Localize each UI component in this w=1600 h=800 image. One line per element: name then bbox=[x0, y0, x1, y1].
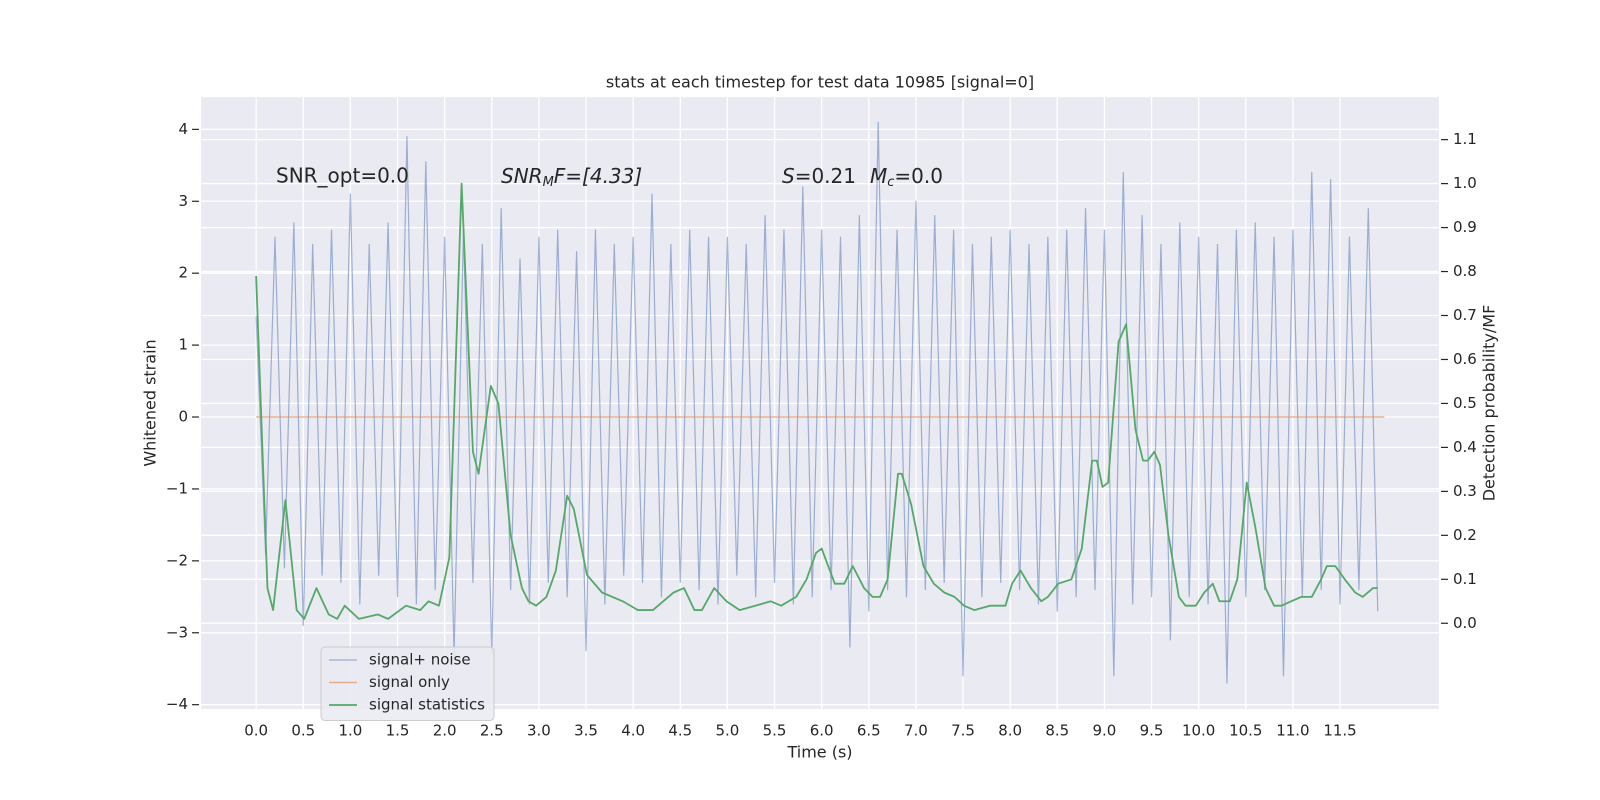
y2-tick-label: 0.9 bbox=[1453, 218, 1477, 236]
x-tick-label: 11.5 bbox=[1323, 722, 1356, 740]
y-tick-label: −1 bbox=[166, 479, 188, 497]
x-tick-label: 2.5 bbox=[480, 722, 504, 740]
annotation-part: S bbox=[782, 164, 795, 188]
annotation-part: =0.21 bbox=[795, 164, 856, 188]
x-tick-label: 6.5 bbox=[857, 722, 881, 740]
y2-tick-label: 0.3 bbox=[1453, 482, 1477, 500]
x-tick-label: 3.5 bbox=[574, 722, 598, 740]
y-tick-label: 0 bbox=[178, 408, 188, 426]
annotation-part: =0.0 bbox=[894, 164, 943, 188]
y-tick-label: 3 bbox=[178, 192, 188, 210]
y-tick-label: −4 bbox=[166, 695, 188, 713]
legend-label: signal statistics bbox=[369, 696, 485, 714]
y-tick-label: −2 bbox=[166, 551, 188, 569]
legend-label: signal+ noise bbox=[369, 651, 471, 669]
y2-axis-label: Detection probability/MF bbox=[1480, 305, 1499, 502]
annotation-part: M bbox=[870, 164, 887, 188]
annotation-part: SNR bbox=[501, 164, 543, 188]
y2-tick-label: 0.4 bbox=[1453, 438, 1477, 456]
y2-tick-label: 0.7 bbox=[1453, 306, 1477, 324]
y2-tick-label: 1.0 bbox=[1453, 174, 1477, 192]
y2-tick-label: 0.2 bbox=[1453, 526, 1477, 544]
x-tick-label: 4.0 bbox=[621, 722, 645, 740]
y-tick-label: 2 bbox=[178, 264, 188, 282]
x-tick-label: 8.5 bbox=[1045, 722, 1069, 740]
y2-tick-label: 0.5 bbox=[1453, 394, 1477, 412]
y2-tick-label: 0.8 bbox=[1453, 262, 1477, 280]
y-tick-label: −3 bbox=[166, 623, 188, 641]
annotation-part: F=[4.33] bbox=[554, 164, 642, 188]
chart-title: stats at each timestep for test data 109… bbox=[606, 73, 1034, 92]
y2-tick-label: 0.6 bbox=[1453, 350, 1477, 368]
x-axis-label: Time (s) bbox=[786, 743, 852, 762]
annotation: SNR_opt=0.0 bbox=[276, 164, 409, 188]
x-tick-label: 4.5 bbox=[668, 722, 692, 740]
legend-label: signal only bbox=[369, 673, 450, 691]
annotation: SNRMF=[4.33] bbox=[501, 164, 642, 190]
x-tick-label: 8.0 bbox=[998, 722, 1022, 740]
x-tick-label: 9.5 bbox=[1140, 722, 1164, 740]
x-tick-label: 9.0 bbox=[1092, 722, 1116, 740]
y-axis-label: Whitened strain bbox=[141, 339, 160, 466]
labels: 0.0 0.5 1.0 1.5 2.0 2.5 3.0 3.5 4.0 4.5 5.0 5.5 6.0 6… bbox=[166, 120, 1477, 740]
x-tick-label: 0.5 bbox=[291, 722, 315, 740]
x-tick-label: 10.5 bbox=[1229, 722, 1262, 740]
legend-box bbox=[320, 646, 495, 721]
x-tick-label: 5.0 bbox=[715, 722, 739, 740]
annotation-part: M bbox=[543, 175, 554, 190]
y2-tick-label: 0.0 bbox=[1453, 614, 1477, 632]
annotation-part: c bbox=[887, 175, 894, 190]
series-line bbox=[255, 182, 1378, 620]
x-tick-label: 11.0 bbox=[1276, 722, 1309, 740]
legend: signal+ noise signal only signal statistic… bbox=[320, 646, 495, 721]
marks bbox=[255, 121, 1385, 684]
y-tick-label: 4 bbox=[178, 120, 188, 138]
x-tick-label: 3.0 bbox=[527, 722, 551, 740]
series-line bbox=[255, 121, 1379, 684]
x-tick-label: 7.5 bbox=[951, 722, 975, 740]
y-tick-label: 1 bbox=[178, 336, 188, 354]
x-tick-label: 0.0 bbox=[244, 722, 268, 740]
annotation: S=0.21 Mc=0.0 bbox=[782, 164, 943, 190]
x-tick-label: 5.5 bbox=[763, 722, 787, 740]
y2-tick-label: 1.1 bbox=[1453, 130, 1477, 148]
x-tick-label: 2.0 bbox=[433, 722, 457, 740]
x-tick-label: 7.0 bbox=[904, 722, 928, 740]
x-tick-label: 1.0 bbox=[338, 722, 362, 740]
x-tick-label: 6.0 bbox=[810, 722, 834, 740]
x-tick-label: 10.0 bbox=[1182, 722, 1215, 740]
x-tick-label: 1.5 bbox=[386, 722, 410, 740]
y2-tick-label: 0.1 bbox=[1453, 570, 1477, 588]
